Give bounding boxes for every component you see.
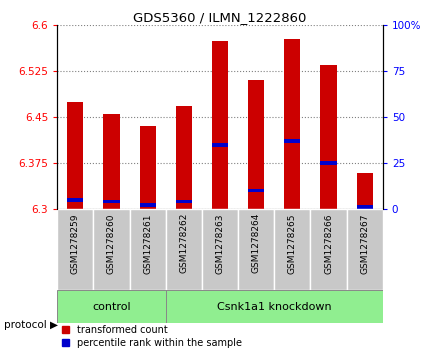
Bar xyxy=(248,189,264,192)
Bar xyxy=(320,161,337,165)
Bar xyxy=(139,126,156,209)
FancyBboxPatch shape xyxy=(238,209,274,290)
Text: GSM1278266: GSM1278266 xyxy=(324,213,333,273)
Title: GDS5360 / ILMN_1222860: GDS5360 / ILMN_1222860 xyxy=(133,11,307,24)
Text: GSM1278267: GSM1278267 xyxy=(360,213,369,273)
FancyBboxPatch shape xyxy=(93,209,129,290)
Text: GSM1278260: GSM1278260 xyxy=(107,213,116,273)
Legend: transformed count, percentile rank within the sample: transformed count, percentile rank withi… xyxy=(62,325,242,348)
Bar xyxy=(176,106,192,209)
Bar xyxy=(103,200,120,203)
Bar xyxy=(103,114,120,209)
Text: GSM1278262: GSM1278262 xyxy=(180,213,188,273)
Bar xyxy=(212,143,228,147)
Text: Csnk1a1 knockdown: Csnk1a1 knockdown xyxy=(217,302,332,312)
Text: GSM1278263: GSM1278263 xyxy=(216,213,224,273)
Text: GSM1278259: GSM1278259 xyxy=(71,213,80,273)
Bar xyxy=(356,205,373,209)
Bar xyxy=(356,174,373,209)
Text: control: control xyxy=(92,302,131,312)
FancyBboxPatch shape xyxy=(202,209,238,290)
FancyBboxPatch shape xyxy=(57,209,93,290)
FancyBboxPatch shape xyxy=(166,209,202,290)
Bar xyxy=(67,198,84,201)
FancyBboxPatch shape xyxy=(166,290,383,323)
Bar xyxy=(176,200,192,203)
Text: GSM1278265: GSM1278265 xyxy=(288,213,297,273)
FancyBboxPatch shape xyxy=(274,209,311,290)
Text: GSM1278264: GSM1278264 xyxy=(252,213,260,273)
Bar xyxy=(248,81,264,209)
FancyBboxPatch shape xyxy=(57,290,166,323)
Bar xyxy=(67,102,84,209)
FancyBboxPatch shape xyxy=(347,209,383,290)
FancyBboxPatch shape xyxy=(129,209,166,290)
Bar xyxy=(212,41,228,209)
Bar xyxy=(320,65,337,209)
Text: GSM1278261: GSM1278261 xyxy=(143,213,152,273)
Bar xyxy=(139,203,156,207)
Bar xyxy=(284,39,301,209)
Bar xyxy=(284,139,301,143)
Text: protocol ▶: protocol ▶ xyxy=(4,320,59,330)
FancyBboxPatch shape xyxy=(311,209,347,290)
